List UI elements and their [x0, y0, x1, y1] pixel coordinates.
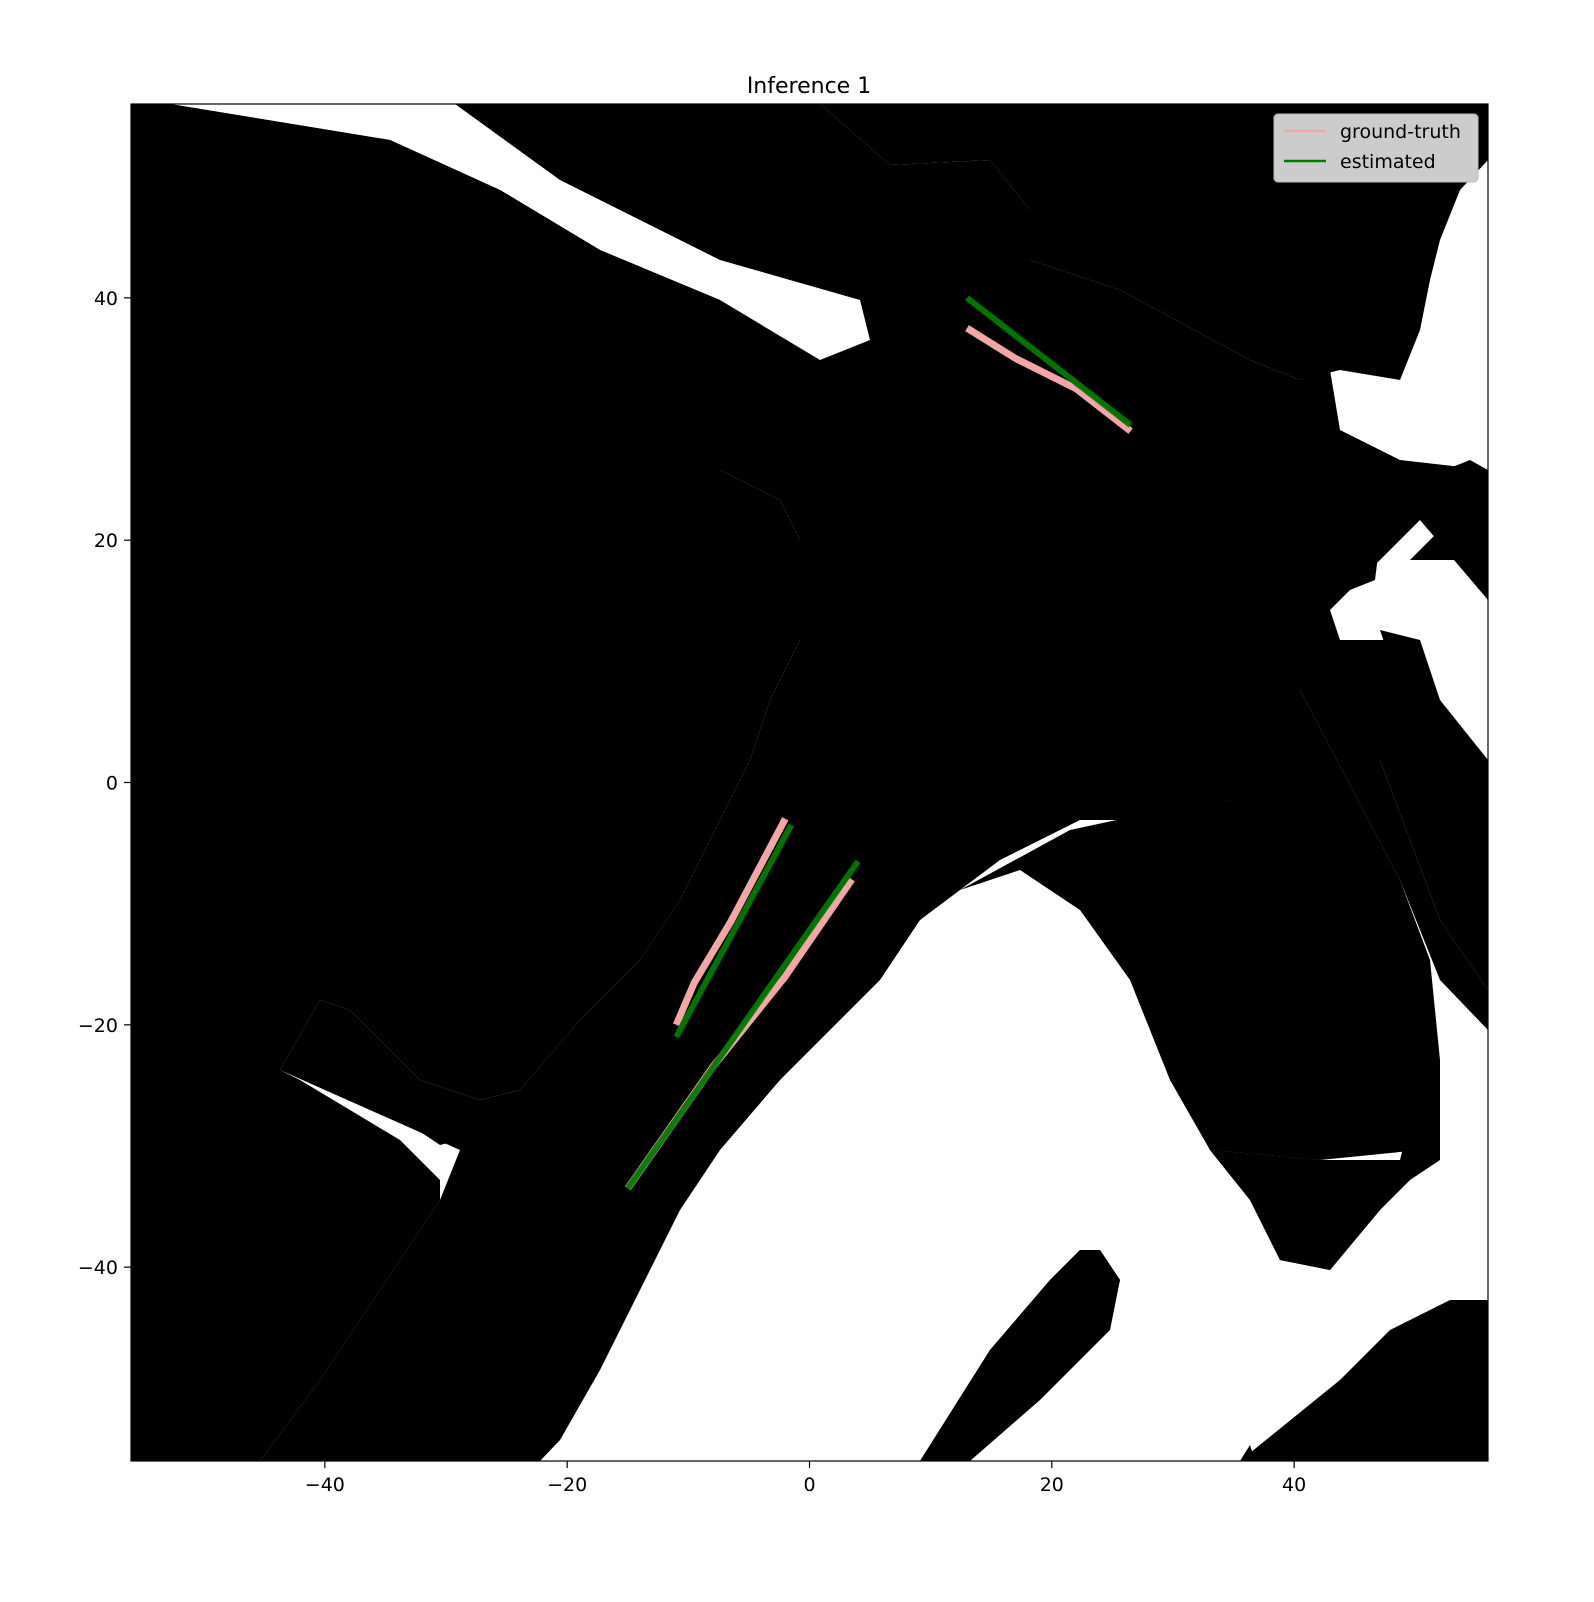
chart-title: Inference 1 — [747, 74, 871, 99]
estimated-segment-2 — [673, 823, 794, 1039]
x-tick-label: 20 — [1040, 1474, 1064, 1496]
x-tick-label: 40 — [1282, 1474, 1306, 1496]
y-axis: 40 20 0 −20 −40 — [78, 288, 131, 1279]
y-tick-label: 40 — [94, 288, 118, 310]
estimated-segment-3 — [625, 859, 861, 1191]
ground-truth-segment-2 — [672, 817, 789, 1027]
y-tick-label: 0 — [106, 773, 118, 795]
legend-label-estimated: estimated — [1340, 151, 1436, 173]
ground-truth-segment-1 — [965, 325, 1133, 434]
series-layer — [624, 295, 1133, 1191]
occupancy-map — [131, 104, 1488, 1461]
x-tick-label: −40 — [305, 1474, 345, 1496]
x-axis: −40 −20 0 20 40 — [305, 1461, 1306, 1496]
y-tick-label: −20 — [78, 1015, 118, 1037]
legend: ground-truth estimated — [1273, 113, 1479, 183]
y-tick-label: 20 — [94, 530, 118, 552]
estimated-segment-1 — [965, 295, 1133, 428]
x-tick-label: 0 — [803, 1474, 815, 1496]
y-tick-label: −40 — [78, 1257, 118, 1279]
x-tick-label: −20 — [547, 1474, 587, 1496]
legend-label-ground-truth: ground-truth — [1340, 121, 1461, 143]
